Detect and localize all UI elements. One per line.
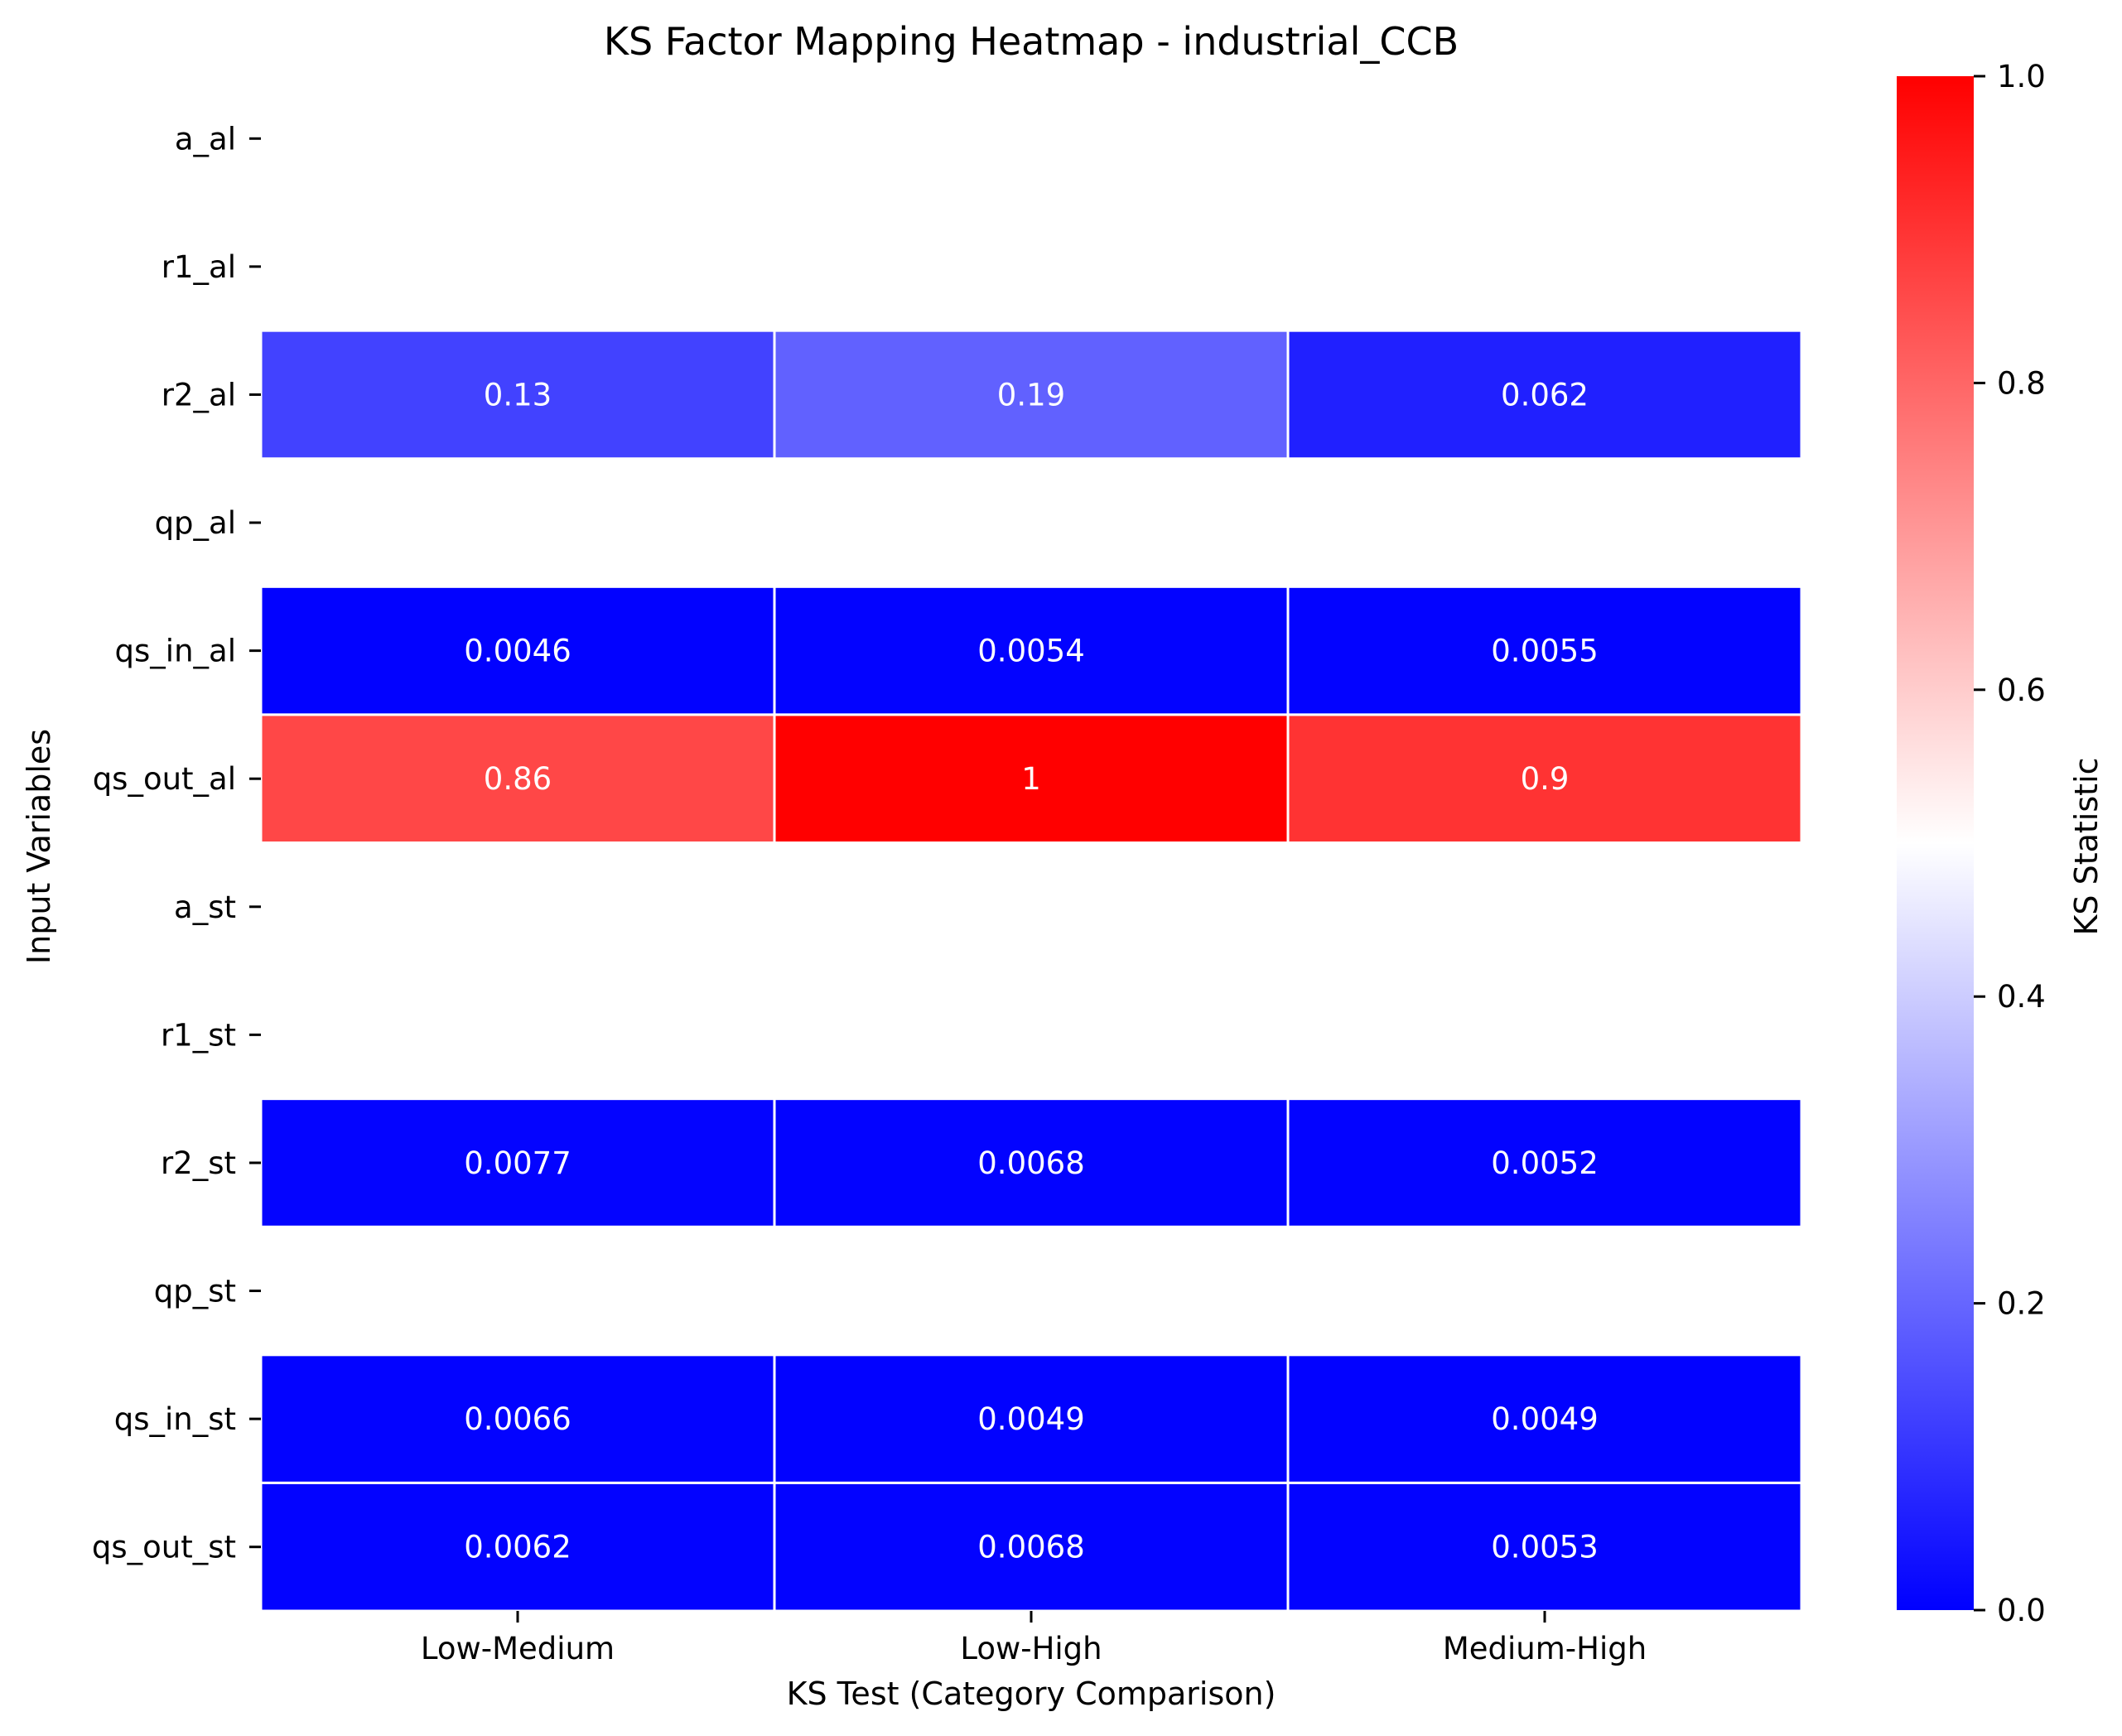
cell-value-label: 0.9	[1521, 761, 1570, 797]
x-axis: Low-Medium Low-High Medium-High	[421, 1611, 1647, 1666]
y-tick-label: qs_in_st	[114, 1401, 236, 1437]
heatmap-cell	[1286, 713, 1803, 845]
heatmap-cell	[773, 713, 1290, 845]
cell-value-label: 0.0055	[1491, 634, 1598, 669]
x-axis-label: KS Test (Category Comparison)	[787, 1676, 1276, 1712]
y-tick-label: qp_al	[155, 505, 236, 541]
y-tick-label: a_al	[175, 121, 236, 157]
colorbar-tick-label: 0.0	[1997, 1593, 2046, 1628]
y-tick-label: qs_out_al	[93, 761, 236, 797]
cell-value-label: 0.86	[484, 761, 552, 797]
cell-value-label: 0.062	[1501, 377, 1589, 412]
x-tick-label: Low-Medium	[421, 1631, 615, 1666]
cell-value-label: 0.13	[484, 377, 552, 412]
colorbar-tick-label: 0.6	[1997, 673, 2046, 708]
cell-value-label: 0.0052	[1491, 1145, 1598, 1181]
y-tick-label: qp_st	[154, 1274, 236, 1309]
colorbar-tick-label: 0.4	[1997, 979, 2046, 1015]
cell-value-label: 0.0054	[977, 634, 1084, 669]
heatmap-cell	[1286, 1353, 1803, 1484]
y-axis: a_al r1_al r2_al qp_al qs_in_al qs_out_al a_st…	[92, 121, 261, 1565]
heatmap-cell	[773, 1481, 1290, 1613]
y-tick-label: r1_st	[161, 1017, 236, 1053]
heatmap-cell	[773, 585, 1290, 716]
y-tick-label: r2_st	[161, 1145, 236, 1181]
cell-value-label: 0.0046	[464, 634, 571, 669]
colorbar-label: KS Statistic	[2068, 757, 2105, 935]
colorbar-tick-label: 0.2	[1997, 1286, 2046, 1322]
heatmap-cell	[1286, 1097, 1803, 1228]
cell-value-label: 0.19	[997, 377, 1065, 412]
heatmap-cell	[773, 1353, 1290, 1484]
cell-value-label: 0.0066	[464, 1401, 571, 1437]
heatmap-cell	[1286, 585, 1803, 716]
y-tick-label: r2_al	[162, 377, 236, 412]
heatmap-cell	[259, 713, 776, 845]
cell-value-label: 0.0049	[1491, 1401, 1598, 1437]
cell-value-label: 0.0068	[977, 1145, 1084, 1181]
colorbar-gradient	[1897, 76, 1974, 1610]
cell-value-label: 0.0077	[464, 1145, 571, 1181]
heatmap-cell	[773, 329, 1290, 461]
cell-value-label: 0.0049	[977, 1401, 1084, 1437]
heatmap-cell	[1286, 329, 1803, 461]
y-tick-label: qs_out_st	[92, 1530, 236, 1565]
heatmap-cell	[259, 585, 776, 716]
x-tick-label: Medium-High	[1443, 1631, 1647, 1666]
heatmap-cell	[259, 329, 776, 461]
cell-value-label: 0.0053	[1491, 1530, 1598, 1565]
y-tick-label: r1_al	[162, 249, 236, 285]
heatmap-cell	[1286, 1481, 1803, 1613]
heatmap-cell	[259, 1097, 776, 1228]
chart-title: KS Factor Mapping Heatmap - industrial_C…	[604, 19, 1459, 64]
cell-value-label: 1	[1021, 761, 1041, 797]
heatmap-cell	[259, 1353, 776, 1484]
x-tick-label: Low-High	[960, 1631, 1102, 1666]
heatmap-cells: 0.13 0.19 0.062 0.0046 0.0054 0.0055 0.86 1 0.9 0…	[259, 329, 1803, 1613]
cell-value-label: 0.0062	[464, 1530, 571, 1565]
y-tick-label: qs_in_al	[115, 634, 236, 669]
y-axis-label: Input Variables	[21, 729, 57, 964]
y-tick-label: a_st	[174, 890, 236, 925]
colorbar-tick-label: 1.0	[1997, 59, 2046, 94]
colorbar-tick-label: 0.8	[1997, 365, 2046, 401]
colorbar: 0.0 0.2 0.4 0.6 0.8 1.0	[1897, 59, 2046, 1628]
cell-value-label: 0.0068	[977, 1530, 1084, 1565]
